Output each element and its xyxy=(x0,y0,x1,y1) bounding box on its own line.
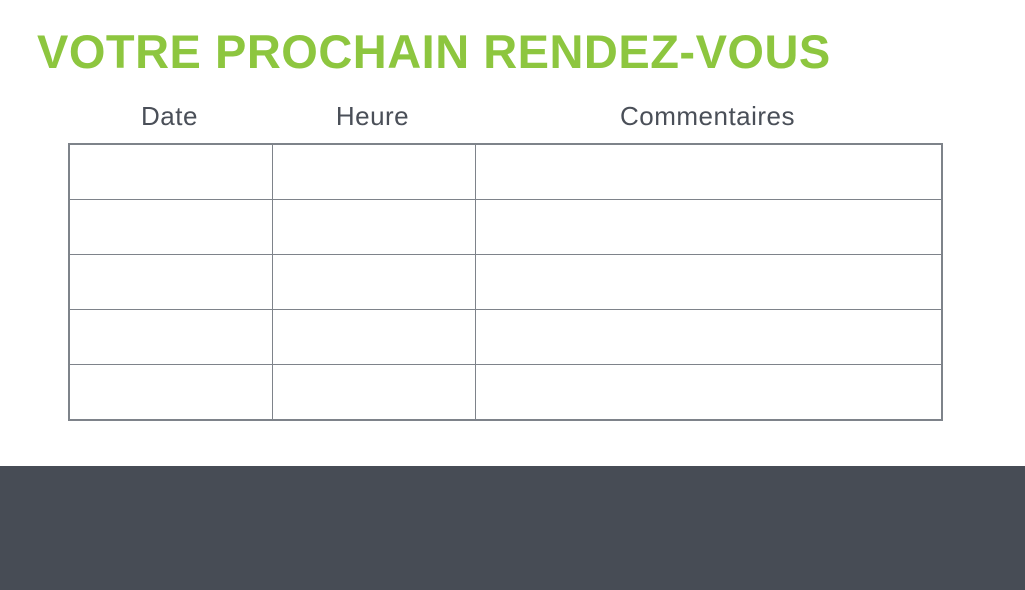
table-cell xyxy=(474,143,943,200)
table-row xyxy=(68,364,943,421)
table-column-headers: Date Heure Commentaires xyxy=(68,101,941,132)
table-row xyxy=(68,254,943,310)
table-cell xyxy=(68,199,273,255)
table-cell xyxy=(474,254,943,310)
table-row xyxy=(68,199,943,255)
table-row xyxy=(68,143,943,200)
table-cell xyxy=(271,199,476,255)
page-title: VOTRE PROCHAIN RENDEZ-VOUS xyxy=(37,25,831,78)
table-cell xyxy=(271,309,476,365)
appointments-table-body xyxy=(68,143,943,421)
table-cell xyxy=(68,309,273,365)
table-cell xyxy=(474,364,943,421)
footer-bar xyxy=(0,466,1025,590)
table-cell xyxy=(68,254,273,310)
table-cell xyxy=(271,364,476,421)
table-cell xyxy=(271,254,476,310)
table-cell xyxy=(474,199,943,255)
column-header-commentaires: Commentaires xyxy=(619,101,796,131)
table-row xyxy=(68,309,943,365)
column-header-heure: Heure xyxy=(335,101,410,131)
table-cell xyxy=(68,143,273,200)
table-cell xyxy=(271,143,476,200)
table-cell xyxy=(474,309,943,365)
column-header-date: Date xyxy=(141,101,198,131)
table-cell xyxy=(68,364,273,421)
appointments-table xyxy=(68,143,943,421)
